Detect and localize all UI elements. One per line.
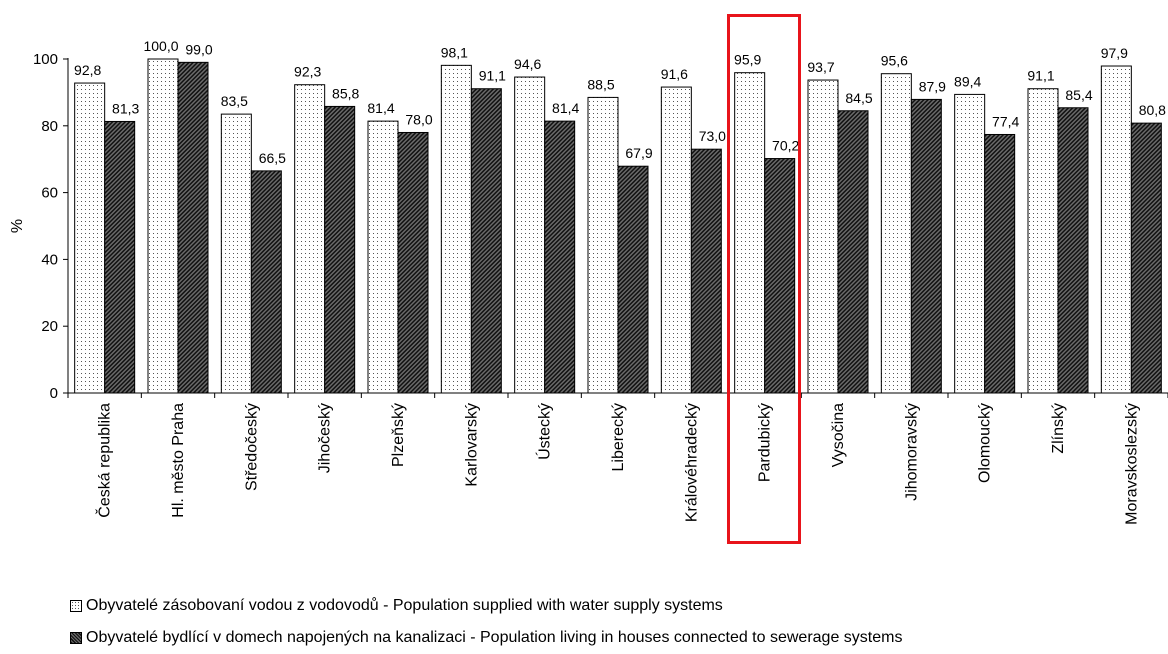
sewerage-bar <box>324 105 356 394</box>
y-axis-label: % <box>9 219 26 233</box>
water-bar-label: 95,6 <box>881 53 908 69</box>
sewerage-bar <box>690 148 722 394</box>
x-category-label: Jihomoravský <box>903 403 920 501</box>
legend: Obyvatelé zásobovaní vodou z vodovodů - … <box>70 590 902 654</box>
y-tick-label: 100 <box>33 51 58 68</box>
water-bar <box>74 82 106 394</box>
sewerage-bar-label: 91,1 <box>479 68 506 84</box>
legend-swatch-water <box>70 600 82 612</box>
water-bar-label: 98,1 <box>441 44 468 60</box>
water-bar-label: 92,3 <box>294 64 321 80</box>
highlight-box-pardubicky <box>727 14 801 544</box>
legend-label-sewerage: Obyvatelé bydlící v domech napojených na… <box>86 629 903 646</box>
water-bar <box>734 72 766 394</box>
x-category-label: Liberecký <box>610 403 627 471</box>
water-bar <box>220 113 252 394</box>
water-bar-label: 92,8 <box>74 62 101 78</box>
water-bar-label: 81,4 <box>367 100 394 116</box>
water-bar-label: 83,5 <box>221 93 248 109</box>
sewerage-bar <box>397 131 429 394</box>
y-tick-label: 0 <box>50 385 58 402</box>
sewerage-bar <box>837 110 869 394</box>
water-bar <box>514 76 546 394</box>
legend-item-water: Obyvatelé zásobovaní vodou z vodovodů - … <box>70 590 902 622</box>
water-bar-label: 93,7 <box>807 59 834 75</box>
sewerage-bar-label: 78,0 <box>405 111 432 127</box>
x-category-label: Středočeský <box>243 403 260 491</box>
water-bar <box>294 84 326 394</box>
y-tick-label: 60 <box>41 185 58 202</box>
water-bar <box>807 79 839 394</box>
x-category-label: Hl. město Praha <box>170 403 187 518</box>
x-category-label: Pardubický <box>757 403 774 482</box>
y-tick-label: 40 <box>41 251 58 268</box>
sewerage-bar-label: 84,5 <box>845 90 872 106</box>
sewerage-bar-label: 81,4 <box>552 100 579 116</box>
sewerage-bar <box>544 120 576 394</box>
sewerage-bar-label: 73,0 <box>699 128 726 144</box>
sewerage-bar-label: 80,8 <box>1139 102 1166 118</box>
sewerage-bar <box>617 165 649 394</box>
x-category-label: Karlovarský <box>463 403 480 487</box>
sewerage-bar-label: 87,9 <box>919 78 946 94</box>
sewerage-bar <box>764 158 796 394</box>
x-category-label: Vysočina <box>830 403 847 467</box>
water-bar-label: 91,6 <box>661 66 688 82</box>
water-bar-label: 100,0 <box>143 38 178 54</box>
sewerage-bar <box>910 98 942 394</box>
water-bar <box>660 86 692 394</box>
sewerage-bar-label: 81,3 <box>112 100 139 116</box>
x-category-label: Královéhradecký <box>683 403 700 522</box>
y-tick-label: 20 <box>41 318 58 335</box>
water-bar <box>880 73 912 394</box>
x-category-label: Ústecký <box>535 403 554 460</box>
sewerage-bar <box>984 133 1016 394</box>
sewerage-bar-label: 77,4 <box>992 113 1019 129</box>
water-bar <box>954 93 986 394</box>
water-bar <box>1100 65 1132 394</box>
sewerage-bar <box>250 170 282 394</box>
water-bar <box>147 58 179 394</box>
water-bar <box>440 64 472 394</box>
water-bar-label: 97,9 <box>1101 45 1128 61</box>
sewerage-bar <box>177 61 209 394</box>
water-bar-label: 94,6 <box>514 56 541 72</box>
sewerage-bar <box>470 88 502 394</box>
water-bar <box>587 96 619 394</box>
y-tick-label: 80 <box>41 118 58 135</box>
sewerage-bar <box>1130 122 1162 394</box>
water-bar-label: 91,1 <box>1027 68 1054 84</box>
water-bar <box>1027 88 1059 394</box>
sewerage-bar <box>1057 107 1089 394</box>
legend-label-water: Obyvatelé zásobovaní vodou z vodovodů - … <box>86 597 723 614</box>
sewerage-bar-label: 85,8 <box>332 85 359 101</box>
water-bar-label: 89,4 <box>954 73 981 89</box>
x-category-label: Plzeňský <box>390 403 407 467</box>
sewerage-bar <box>104 120 136 394</box>
x-category-label: Olomoucký <box>977 403 994 483</box>
x-category-label: Moravskoslezský <box>1123 403 1140 525</box>
legend-item-sewerage: Obyvatelé bydlící v domech napojených na… <box>70 622 902 654</box>
sewerage-bar-label: 99,0 <box>185 41 212 57</box>
legend-swatch-sewerage <box>70 632 82 644</box>
water-bar-label: 88,5 <box>587 76 614 92</box>
sewerage-bar-label: 66,5 <box>259 150 286 166</box>
sewerage-bar-label: 85,4 <box>1065 87 1092 103</box>
sewerage-bar-label: 70,2 <box>772 138 799 154</box>
x-category-label: Zlínský <box>1050 403 1067 454</box>
water-bar-label: 95,9 <box>734 52 761 68</box>
water-bar <box>367 120 399 394</box>
sewerage-bar-label: 67,9 <box>625 145 652 161</box>
x-category-label: Jihočeský <box>317 403 334 473</box>
x-category-label: Česká republika <box>95 403 114 518</box>
